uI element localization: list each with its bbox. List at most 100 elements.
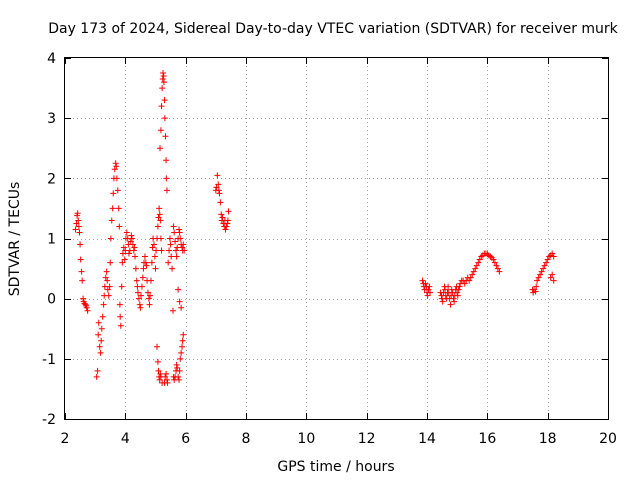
- data-point: [144, 289, 151, 296]
- data-point: [103, 268, 110, 275]
- data-point: [77, 241, 84, 248]
- data-point: [79, 277, 86, 284]
- data-point: [158, 247, 165, 254]
- data-point: [163, 370, 170, 377]
- data-point: [450, 295, 457, 302]
- y-tick-label: 1: [47, 232, 56, 248]
- data-point: [176, 229, 183, 236]
- data-point: [142, 259, 149, 266]
- y-axis-label: SDTVAR / TECUs: [7, 182, 23, 297]
- data-point: [159, 85, 166, 92]
- data-point: [128, 235, 135, 242]
- data-point: [456, 283, 463, 290]
- y-tick-label: -2: [42, 412, 56, 428]
- data-point: [78, 268, 85, 275]
- data-point: [217, 199, 224, 206]
- data-point: [84, 307, 91, 314]
- data-point: [178, 349, 185, 356]
- data-point: [540, 265, 547, 272]
- data-point: [157, 127, 164, 134]
- x-tick-label: 4: [121, 431, 130, 447]
- data-point: [422, 280, 429, 287]
- data-point: [106, 283, 113, 290]
- data-point: [167, 241, 174, 248]
- x-tick-label: 14: [418, 431, 436, 447]
- data-point: [125, 250, 132, 257]
- data-point: [156, 205, 163, 212]
- data-point: [160, 73, 167, 80]
- data-point: [166, 235, 173, 242]
- data-point: [165, 259, 172, 266]
- data-point: [154, 223, 161, 230]
- data-point: [476, 256, 483, 263]
- data-point: [180, 331, 187, 338]
- data-point: [175, 286, 182, 293]
- data-point: [104, 277, 111, 284]
- chart-title: Day 173 of 2024, Sidereal Day-to-day VTE…: [48, 21, 618, 37]
- data-point: [163, 175, 170, 182]
- data-point: [98, 337, 105, 344]
- data-point: [547, 274, 554, 281]
- data-point: [447, 301, 454, 308]
- data-point: [181, 247, 188, 254]
- data-point: [549, 271, 556, 278]
- data-point: [442, 286, 449, 293]
- x-axis-label: GPS time / hours: [277, 459, 394, 475]
- data-point: [215, 181, 222, 188]
- data-point: [82, 301, 89, 308]
- data-point: [541, 262, 548, 269]
- data-point: [119, 259, 126, 266]
- data-point: [455, 286, 462, 293]
- data-point: [107, 259, 114, 266]
- data-point: [133, 277, 140, 284]
- data-point: [80, 295, 87, 302]
- data-point: [154, 343, 161, 350]
- data-point: [113, 163, 120, 170]
- data-point: [107, 235, 114, 242]
- data-point: [176, 376, 183, 383]
- data-point: [138, 292, 145, 299]
- data-point: [111, 166, 118, 173]
- data-point: [117, 313, 124, 320]
- data-point: [169, 265, 176, 272]
- data-point: [147, 277, 154, 284]
- data-point: [454, 292, 461, 299]
- data-points: [72, 70, 557, 386]
- data-point: [473, 262, 480, 269]
- data-point: [215, 187, 222, 194]
- data-point: [155, 367, 162, 374]
- data-point: [127, 238, 134, 245]
- data-point: [96, 343, 103, 350]
- data-point: [219, 214, 226, 221]
- data-point: [150, 241, 157, 248]
- data-point: [427, 289, 434, 296]
- data-point: [112, 160, 119, 167]
- data-point: [116, 223, 123, 230]
- data-point: [491, 259, 498, 266]
- data-point: [490, 256, 497, 263]
- data-point: [155, 214, 162, 221]
- data-point: [445, 283, 452, 290]
- data-point: [538, 268, 545, 275]
- data-point: [74, 210, 81, 217]
- data-point: [177, 355, 184, 362]
- x-tick-label: 10: [297, 431, 315, 447]
- data-point: [104, 286, 111, 293]
- data-point: [93, 373, 100, 380]
- data-point: [77, 256, 84, 263]
- data-point: [154, 358, 161, 365]
- data-point: [170, 223, 177, 230]
- data-point: [419, 277, 426, 284]
- data-point: [136, 301, 143, 308]
- data-point: [166, 247, 173, 254]
- data-point: [118, 283, 125, 290]
- data-point: [466, 277, 473, 284]
- data-point: [176, 367, 183, 374]
- data-point: [163, 157, 170, 164]
- data-point: [73, 220, 80, 227]
- data-point: [174, 364, 181, 371]
- data-point: [494, 265, 501, 272]
- data-point: [100, 301, 107, 308]
- data-point: [131, 253, 138, 260]
